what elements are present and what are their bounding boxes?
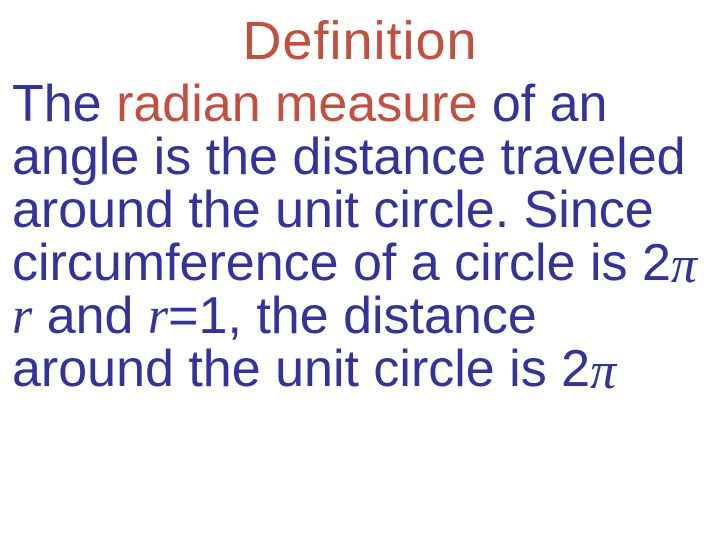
definition-body: The radian measure of an angle is the di… — [12, 78, 708, 396]
r-variable-1: r — [12, 288, 32, 345]
pi-symbol-2: π — [590, 345, 616, 398]
r-variable-2: r — [148, 288, 168, 345]
pi-symbol-1: π — [671, 239, 697, 292]
body-accent-term: radian measure — [116, 75, 477, 133]
slide-title: Definition — [12, 10, 708, 72]
body-text-5: and — [32, 287, 148, 345]
slide: Definition The radian measure of an angl… — [0, 0, 720, 540]
body-text-1: The — [12, 75, 116, 133]
